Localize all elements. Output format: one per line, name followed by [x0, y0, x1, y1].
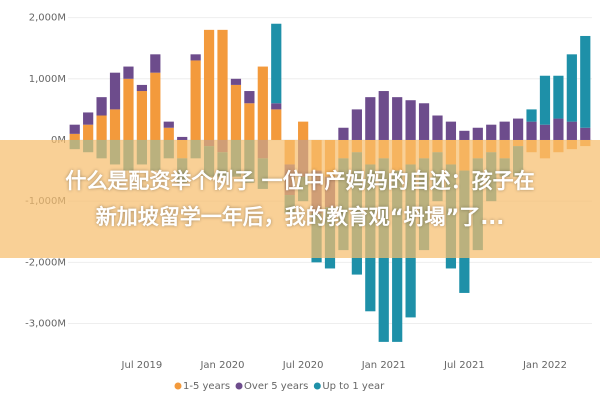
bar: [499, 121, 510, 140]
bar: [244, 103, 255, 140]
y-tick-label: 2,000M: [29, 13, 66, 24]
y-tick-label: 1,000M: [29, 74, 66, 85]
bar: [566, 121, 577, 140]
bar: [378, 91, 389, 140]
bar: [69, 124, 80, 134]
legend-label: Up to 1 year: [322, 381, 385, 392]
x-tick-label: Jul 2020: [282, 360, 324, 371]
bar: [190, 54, 201, 61]
bar: [69, 133, 80, 140]
bar: [351, 109, 362, 140]
bar: [217, 29, 228, 140]
bar: [580, 35, 591, 128]
bar: [83, 124, 94, 140]
bar: [257, 66, 268, 140]
bar: [338, 127, 349, 140]
bar: [109, 72, 121, 110]
legend-label: Over 5 years: [244, 381, 308, 392]
bar: [432, 115, 443, 140]
bar: [486, 124, 497, 140]
bar: [244, 91, 255, 104]
bar: [177, 136, 188, 140]
legend-marker: [235, 382, 243, 390]
bar: [190, 60, 201, 140]
bar: [136, 84, 148, 92]
bar: [230, 84, 242, 140]
bar: [123, 78, 134, 140]
x-tick-label: Jul 2019: [121, 360, 163, 371]
bar: [83, 112, 94, 125]
bar: [365, 97, 376, 140]
bar: [459, 130, 470, 140]
caption-banner: 什么是配资举个例子 一位中产妈妈的自述：孩子在 新加坡留学一年后，我的教育观“坍…: [0, 140, 600, 258]
bar: [298, 121, 309, 140]
x-tick-label: Jul 2021: [443, 360, 485, 371]
bar: [96, 97, 107, 116]
bar: [163, 121, 174, 128]
bar: [553, 118, 564, 140]
y-tick-label: -2,000M: [25, 257, 66, 268]
bar: [150, 54, 161, 73]
bar: [109, 109, 121, 140]
bar: [230, 78, 242, 85]
bar: [566, 54, 577, 122]
bar: [445, 121, 457, 140]
caption-line: 什么是配资举个例子 一位中产妈妈的自述：孩子在: [65, 169, 535, 193]
bar: [539, 75, 551, 125]
bar: [526, 109, 537, 122]
bar: [136, 91, 148, 140]
legend-marker: [313, 382, 321, 390]
x-tick-label: Jan 2020: [199, 360, 244, 371]
legend-label: 1-5 years: [183, 381, 230, 392]
bar: [96, 115, 107, 140]
bar: [203, 29, 215, 140]
legend-marker: [174, 382, 182, 390]
bar: [392, 97, 403, 140]
bar: [418, 103, 430, 140]
bar: [472, 127, 483, 140]
bar: [271, 23, 282, 104]
bar: [539, 124, 551, 140]
y-tick-label: -3,000M: [25, 319, 66, 330]
bar: [271, 103, 282, 110]
x-tick-label: Jan 2022: [522, 360, 567, 371]
bar: [405, 100, 416, 140]
bar: [123, 66, 134, 79]
caption-line: 新加坡留学一年后，我的教育观“坍塌”了...: [95, 205, 505, 229]
bar: [512, 118, 524, 140]
bar: [580, 127, 591, 140]
bar: [553, 75, 564, 119]
x-tick-label: Jan 2021: [361, 360, 406, 371]
bar: [163, 127, 174, 140]
bar: [271, 109, 282, 140]
bar: [150, 72, 161, 140]
bar: [526, 121, 537, 140]
